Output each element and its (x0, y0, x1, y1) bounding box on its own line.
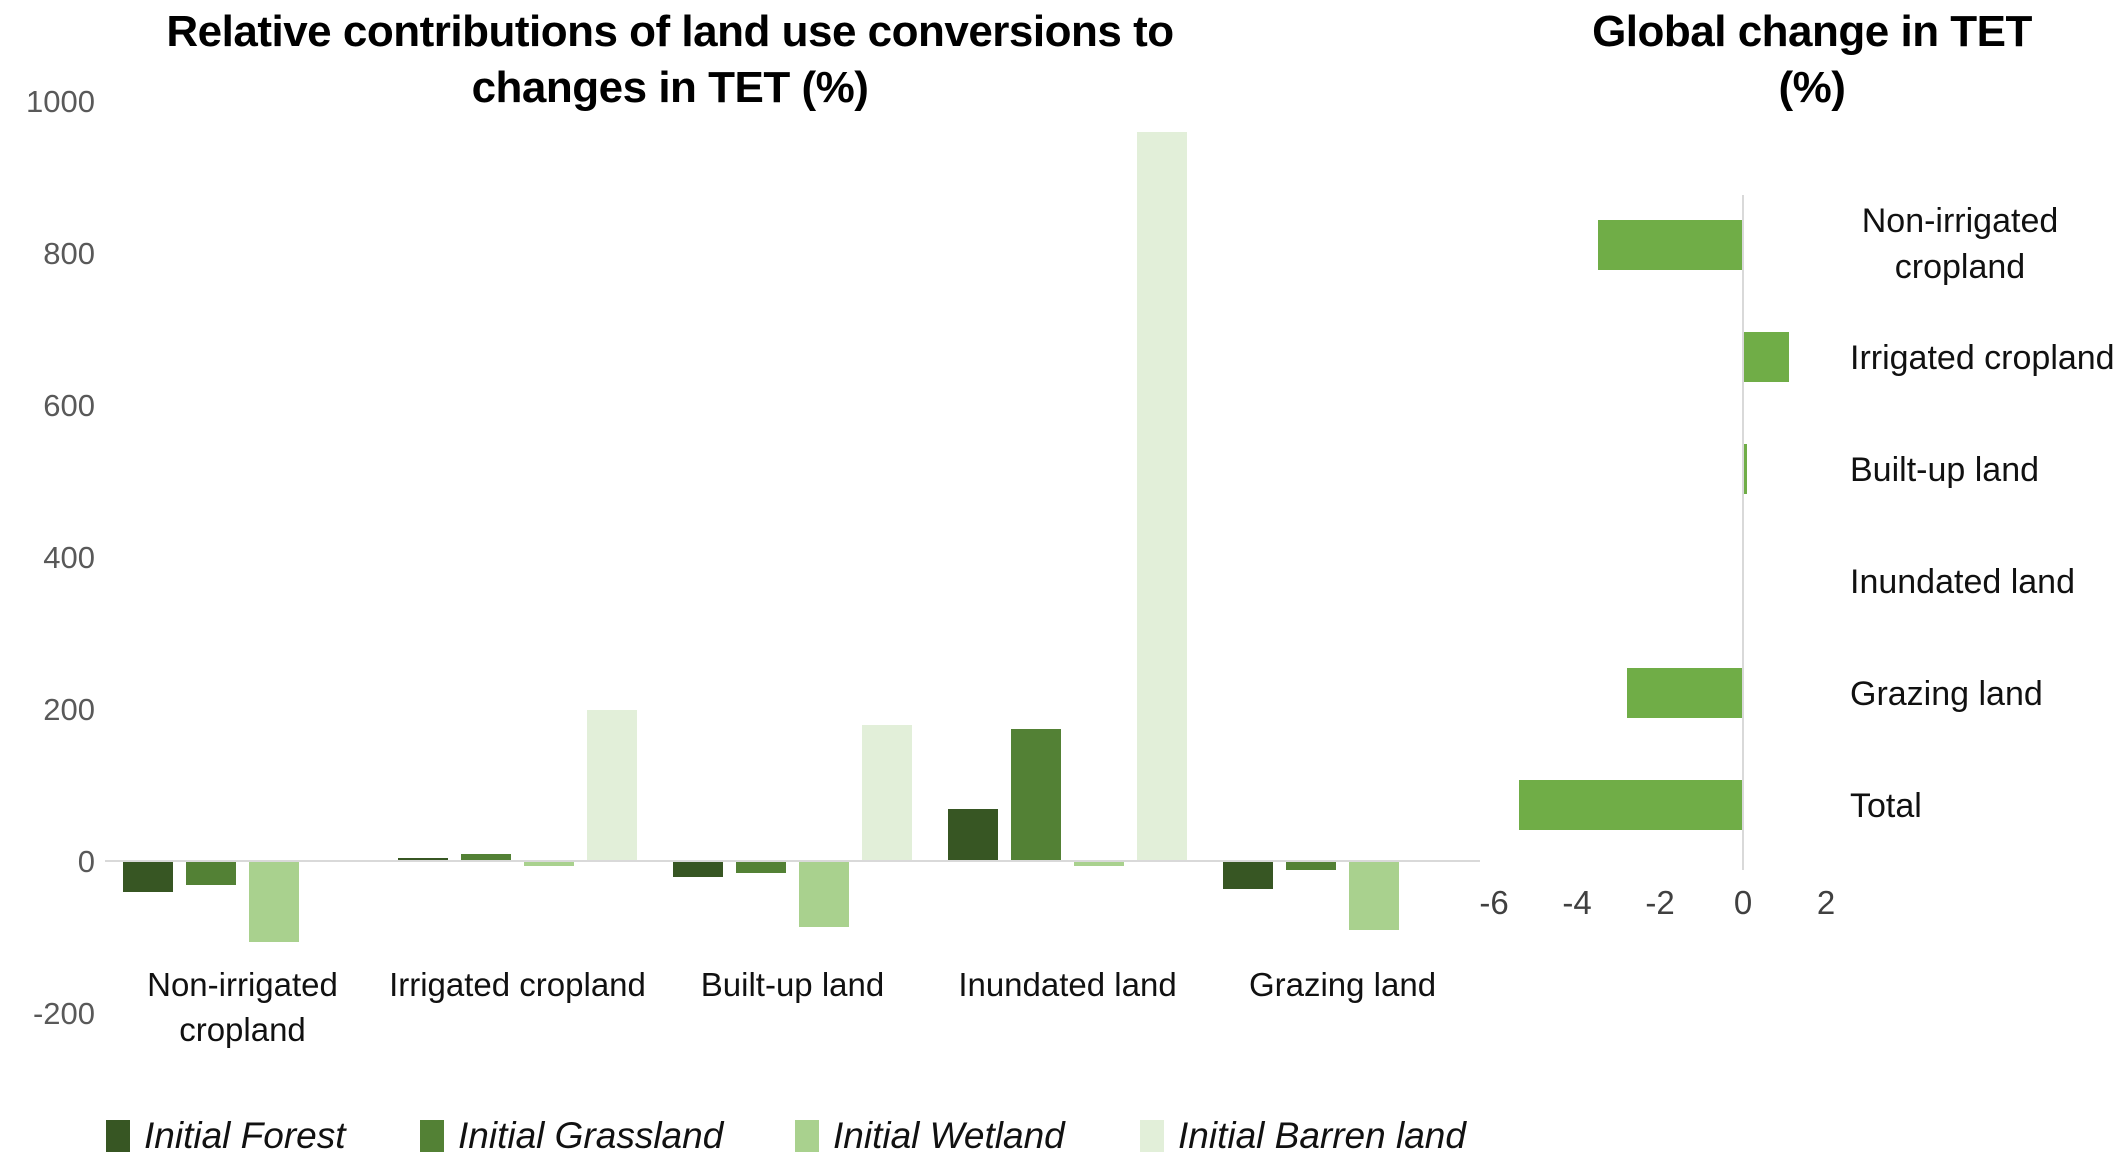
bar-inundated-land-initial-forest (948, 808, 998, 862)
right-x-tick-6: -6 (1479, 884, 1509, 921)
bar-built-up-land-initial-forest (673, 862, 723, 878)
left-category-label-built-up-land: Built-up land (700, 966, 885, 1003)
legend-label-initial-barren-land: Initial Barren land (1178, 1115, 1466, 1156)
left-chart-x-axis-line (105, 860, 1480, 862)
bar-grazing-land-initial-wetland (1349, 862, 1399, 931)
bar-irrigated-cropland (1743, 332, 1789, 382)
left-y-tick-200: 200 (43, 692, 95, 727)
right-x-tick-0: 0 (1733, 884, 1753, 921)
legend-item-initial-forest: Initial Forest (106, 1112, 346, 1160)
left-category-label-non-irrigated-cropland: Non-irrigated cropland (147, 966, 338, 1048)
left-chart-title-line2: changes in TET (%) (471, 63, 869, 112)
bar-grazing-land-initial-grassland (1286, 862, 1336, 870)
bar-inundated-land-initial-wetland (1074, 862, 1124, 866)
legend-label-initial-forest: Initial Forest (144, 1115, 346, 1156)
legend-swatch-initial-barren-land (1140, 1120, 1164, 1152)
bar-irrigated-cropland-initial-wetland (524, 862, 574, 866)
legend-label-initial-grassland: Initial Grassland (458, 1115, 724, 1156)
bar-non-irrigated-cropland-initial-wetland (249, 862, 299, 942)
left-y-tick-800: 800 (43, 236, 95, 271)
right-x-tick-2: -2 (1645, 884, 1675, 921)
bar-irrigated-cropland-initial-barren-land (587, 710, 637, 862)
right-chart-y-axis-line (1742, 195, 1744, 870)
bar-grazing-land-initial-forest (1223, 862, 1273, 889)
bar-grazing-land (1626, 668, 1743, 718)
left-chart-title-line1: Relative contributions of land use conve… (166, 7, 1174, 56)
left-y-tick-400: 400 (43, 540, 95, 575)
right-row-label-inundated-land: Inundated land (1850, 563, 2075, 601)
legend-item-initial-barren-land: Initial Barren land (1140, 1112, 1466, 1160)
right-chart-title: Global change in TET (%) (1500, 4, 2124, 116)
right-chart-title-line2: (%) (1778, 63, 1846, 112)
left-chart-legend: Initial Forest Initial Grassland Initial W… (0, 1112, 2128, 1164)
right-row-label-non-irrigated-cropland: Non-irrigated cropland (1861, 202, 2059, 286)
legend-label-initial-wetland: Initial Wetland (833, 1115, 1065, 1156)
right-x-tick-4: -4 (1562, 884, 1592, 921)
left-category-label-grazing-land: Grazing land (1248, 966, 1437, 1003)
bar-irrigated-cropland-initial-grassland (461, 854, 511, 862)
left-category-label-irrigated-cropland: Irrigated cropland (389, 966, 646, 1003)
left-chart-title: Relative contributions of land use conve… (100, 4, 1240, 116)
left-category-label-inundated-land: Inundated land (958, 966, 1177, 1003)
right-chart-title-line1: Global change in TET (1592, 7, 2032, 56)
bar-inundated-land-initial-barren-land (1137, 132, 1187, 862)
bar-built-up-land (1743, 444, 1748, 494)
legend-item-initial-wetland: Initial Wetland (795, 1112, 1065, 1160)
left-y-tick--200: -200 (32, 996, 95, 1031)
bar-total (1518, 780, 1743, 830)
right-row-label-total: Total (1850, 787, 1922, 825)
legend-swatch-initial-grassland (420, 1120, 444, 1152)
left-y-tick-1000: 1000 (26, 84, 95, 119)
legend-swatch-initial-forest (106, 1120, 130, 1152)
right-row-label-built-up-land: Built-up land (1850, 451, 2040, 489)
bar-non-irrigated-cropland-initial-grassland (186, 862, 236, 885)
left-y-tick-0: 0 (77, 844, 95, 879)
right-x-tick-2: 2 (1816, 884, 1836, 921)
bar-built-up-land-initial-grassland (736, 862, 786, 874)
right-row-label-irrigated-cropland: Irrigated cropland (1850, 339, 2115, 377)
bar-inundated-land-initial-grassland (1011, 729, 1061, 862)
bar-non-irrigated-cropland-initial-forest (123, 862, 173, 893)
bar-built-up-land-initial-wetland (799, 862, 849, 927)
right-row-label-grazing-land: Grazing land (1850, 675, 2043, 713)
bar-built-up-land-initial-barren-land (862, 725, 912, 862)
left-y-tick-600: 600 (43, 388, 95, 423)
legend-item-initial-grassland: Initial Grassland (420, 1112, 723, 1160)
legend-swatch-initial-wetland (795, 1120, 819, 1152)
bar-non-irrigated-cropland (1597, 220, 1743, 270)
